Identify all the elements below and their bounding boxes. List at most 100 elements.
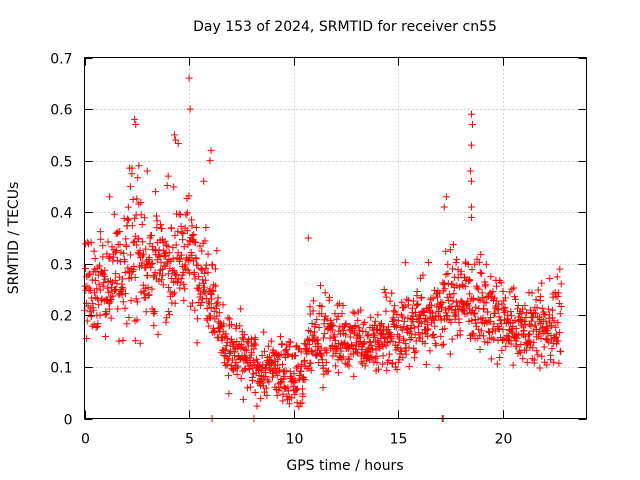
data-point [511, 317, 519, 325]
data-point [471, 260, 479, 268]
data-point [185, 192, 193, 200]
data-point [145, 291, 153, 299]
data-point [394, 317, 402, 325]
data-point [557, 280, 565, 288]
data-point [127, 251, 135, 259]
data-point [424, 332, 432, 340]
data-point [426, 347, 434, 355]
data-point [175, 210, 183, 218]
data-point [449, 280, 457, 288]
data-point [124, 264, 132, 272]
data-point [550, 358, 558, 366]
data-point [371, 317, 379, 325]
data-point [96, 228, 104, 236]
data-point [530, 338, 538, 346]
data-point [354, 316, 362, 324]
data-point [253, 355, 261, 363]
data-point [528, 289, 536, 297]
data-point [538, 352, 546, 360]
data-point [383, 333, 391, 341]
data-point [502, 342, 510, 350]
data-point [409, 313, 417, 321]
data-point [470, 330, 478, 338]
data-point [133, 298, 141, 306]
y-tick-label: 0.2 [50, 309, 72, 325]
data-point [148, 231, 156, 239]
data-point [110, 253, 118, 261]
data-point [242, 347, 250, 355]
data-point [281, 372, 289, 380]
data-point [222, 330, 230, 338]
data-point [198, 295, 206, 303]
data-point [128, 222, 136, 230]
data-point [148, 243, 156, 251]
data-point [121, 269, 129, 277]
data-point [201, 237, 209, 245]
data-point [159, 271, 167, 279]
data-point [215, 318, 223, 326]
data-point [205, 298, 213, 306]
data-point [532, 326, 540, 334]
data-point [81, 264, 89, 272]
data-point [105, 305, 113, 313]
data-point [92, 294, 100, 302]
data-point [435, 364, 443, 372]
data-point [458, 281, 466, 289]
data-point [195, 281, 203, 289]
data-point [233, 370, 241, 378]
data-point [522, 313, 530, 321]
data-point [361, 362, 369, 370]
data-point [96, 262, 104, 270]
data-point [412, 308, 420, 316]
data-point [555, 359, 563, 367]
data-point [104, 238, 112, 246]
y-tick-label: 0.6 [50, 103, 72, 119]
data-point [384, 323, 392, 331]
data-point [163, 314, 171, 322]
data-point [430, 333, 438, 341]
data-point [329, 322, 337, 330]
data-point [551, 334, 559, 342]
data-point [132, 295, 140, 303]
data-point [352, 348, 360, 356]
data-point [276, 379, 284, 387]
data-point [420, 309, 428, 317]
data-point [449, 297, 457, 305]
data-point [84, 271, 92, 279]
y-tick-label: 0.7 [50, 52, 72, 68]
data-point [306, 310, 314, 318]
data-points [81, 74, 565, 422]
data-point [185, 74, 193, 82]
data-point [262, 372, 270, 380]
data-point [526, 330, 534, 338]
data-point [152, 247, 160, 255]
data-point [291, 391, 299, 399]
data-point [309, 331, 317, 339]
data-point [508, 312, 516, 320]
data-point [451, 312, 459, 320]
data-point [103, 250, 111, 258]
data-point [482, 260, 490, 268]
data-point [309, 307, 317, 315]
data-point [440, 203, 448, 211]
data-point [105, 288, 113, 296]
data-point [474, 295, 482, 303]
data-point [507, 340, 515, 348]
x-tick-label: 15 [390, 432, 408, 448]
data-point [313, 316, 321, 324]
data-point [142, 308, 150, 316]
data-point [279, 390, 287, 398]
data-point [425, 259, 433, 267]
data-point [171, 232, 179, 240]
data-point [223, 342, 231, 350]
data-point [321, 330, 329, 338]
data-point [356, 326, 364, 334]
data-point [138, 252, 146, 260]
data-point [369, 345, 377, 353]
data-point [220, 320, 228, 328]
data-point [143, 167, 151, 175]
data-point [487, 273, 495, 281]
data-point [191, 238, 199, 246]
data-point [261, 347, 269, 355]
data-point [172, 241, 180, 249]
